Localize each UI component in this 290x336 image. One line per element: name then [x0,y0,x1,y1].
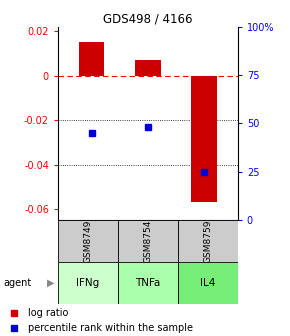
Bar [58,220,118,262]
Text: percentile rank within the sample: percentile rank within the sample [28,323,193,333]
Title: GDS498 / 4166: GDS498 / 4166 [103,13,193,26]
Text: GSM8749: GSM8749 [84,219,93,263]
Text: GSM8759: GSM8759 [203,219,212,263]
Text: log ratio: log ratio [28,307,68,318]
Bar [58,262,118,304]
Bar [135,60,161,76]
Text: ▶: ▶ [47,278,55,288]
Bar [118,220,178,262]
Text: TNFa: TNFa [135,278,161,288]
Bar [178,262,238,304]
Bar [118,262,178,304]
Text: agent: agent [3,278,31,288]
Bar [79,42,104,76]
Bar [191,76,217,202]
Bar [178,220,238,262]
Text: IL4: IL4 [200,278,215,288]
Text: GSM8754: GSM8754 [143,219,153,263]
Text: IFNg: IFNg [76,278,99,288]
